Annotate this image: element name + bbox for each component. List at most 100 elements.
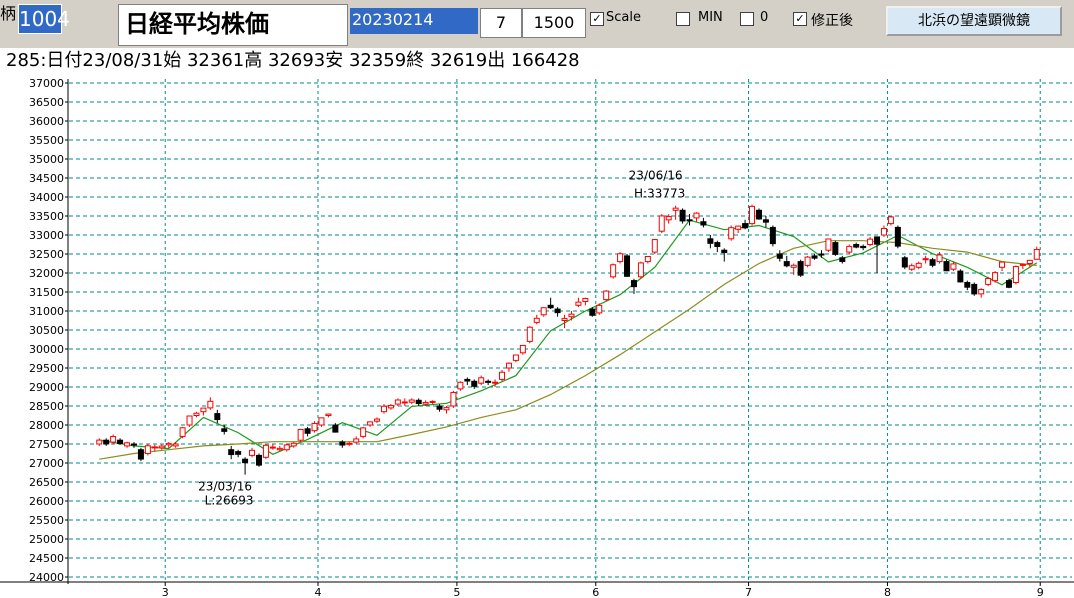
y-tick-label: 35500 — [29, 134, 64, 147]
candle-body — [436, 405, 443, 410]
candle-body — [290, 442, 297, 447]
y-tick-label: 33000 — [29, 229, 64, 242]
y-tick-label: 31500 — [29, 286, 64, 299]
button[interactable]: 北浜の望遠顕微鏡 — [886, 6, 1062, 36]
candle-body — [526, 326, 533, 342]
candle-body — [325, 413, 332, 416]
candle-body — [617, 253, 624, 263]
candle-body — [867, 238, 874, 245]
candle-body — [943, 261, 950, 272]
candle-body — [346, 442, 353, 445]
candle-body — [721, 249, 728, 254]
candle-body — [971, 283, 978, 295]
annotation-date: 23/03/16 — [198, 480, 252, 494]
y-tick-label: 32500 — [29, 248, 64, 261]
candle-body — [179, 427, 186, 437]
checkbox[interactable]: ✓ — [590, 12, 604, 26]
candle-body — [908, 265, 915, 270]
checkbox[interactable] — [740, 12, 754, 26]
y-tick-label: 34000 — [29, 191, 64, 204]
candle-body — [561, 318, 568, 321]
candle-body — [568, 313, 575, 318]
candle-body — [603, 290, 610, 301]
candle-body — [964, 282, 971, 288]
checkbox-label: 0 — [760, 10, 769, 25]
y-tick-label: 35000 — [29, 153, 64, 166]
candle-body — [915, 262, 922, 268]
candle-body — [276, 447, 283, 451]
candle-body — [228, 449, 235, 456]
x-tick-label: 5 — [453, 586, 460, 598]
candle-body — [610, 264, 617, 278]
candle-body — [589, 308, 596, 316]
candle-body — [255, 454, 262, 466]
candle-body — [429, 400, 436, 403]
x-tick-label: 6 — [592, 586, 599, 598]
annotation-date: 23/06/16 — [629, 169, 683, 183]
checkbox-label: MIN — [698, 10, 723, 25]
candle-body — [457, 381, 464, 390]
y-tick-label: 36500 — [29, 96, 64, 109]
candle-body — [950, 263, 957, 270]
candle-body — [700, 221, 707, 226]
candle-body — [401, 401, 408, 404]
candle-body — [735, 225, 742, 230]
checkbox[interactable]: ✓ — [793, 12, 807, 26]
candle-body — [464, 378, 471, 382]
candle-body — [547, 304, 554, 309]
chart: 24000 24500 25000 25500 26000 26500 27000 27500… — [0, 74, 1074, 598]
candle-body — [887, 216, 894, 225]
candle-body — [339, 441, 346, 446]
candle-body — [894, 226, 901, 247]
candle-body — [165, 442, 172, 446]
period-field[interactable]: 7 — [480, 8, 522, 38]
candle-body — [235, 451, 242, 455]
checkbox-label: Scale — [606, 10, 641, 25]
candle-body — [360, 427, 367, 437]
candle-body — [1019, 263, 1026, 266]
candle-body — [283, 444, 290, 451]
candle-body — [332, 424, 339, 433]
candle-body — [1026, 259, 1033, 264]
candle-body — [519, 344, 526, 354]
candle-body — [728, 227, 735, 240]
label: 柄 — [0, 4, 17, 23]
y-tick-label: 37000 — [29, 77, 64, 90]
candle-body — [380, 405, 387, 413]
code-field[interactable]: 1004 — [18, 4, 70, 34]
candle-body — [992, 272, 999, 282]
y-tick-label: 25000 — [29, 533, 64, 546]
candle-body — [825, 238, 832, 251]
name-field[interactable]: 日経平均株価 — [118, 4, 348, 46]
checkbox[interactable] — [676, 12, 690, 26]
candle-body — [929, 259, 936, 266]
candle-body — [124, 442, 131, 447]
annotation-label: L:26693 — [205, 494, 254, 508]
candle-body — [478, 377, 485, 384]
annotation-label: H:33773 — [634, 187, 685, 201]
candle-body — [783, 261, 790, 267]
x-tick-label: 7 — [745, 586, 752, 598]
candle-body — [776, 253, 783, 259]
candle-body — [367, 421, 374, 426]
count-field[interactable]: 1500 — [522, 8, 586, 38]
y-tick-label: 29500 — [29, 362, 64, 375]
candle-body — [137, 449, 144, 460]
candle-body — [860, 245, 867, 249]
candle-body — [811, 255, 818, 259]
x-tick-label: 4 — [315, 586, 322, 598]
date-field[interactable]: 20230214 — [350, 8, 478, 34]
candle-body — [394, 399, 401, 405]
candle-body — [297, 428, 304, 441]
candle-body — [985, 277, 992, 285]
candle-body — [797, 261, 804, 276]
candle-body — [262, 444, 269, 458]
y-tick-label: 33500 — [29, 210, 64, 223]
candle-body — [422, 401, 429, 405]
y-tick-label: 27500 — [29, 438, 64, 451]
candle-body — [874, 236, 881, 245]
candle-body — [936, 254, 943, 263]
candle-body — [901, 257, 908, 268]
candle-body — [714, 242, 721, 247]
